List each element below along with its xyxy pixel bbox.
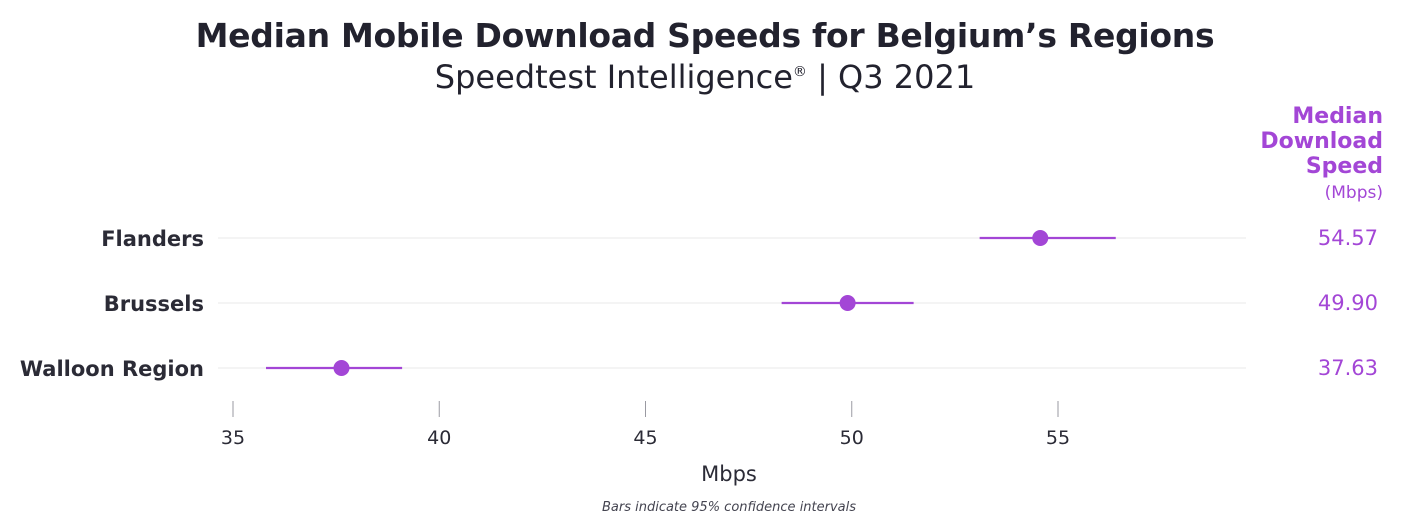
subtitle-text: Speedtest Intelligence (434, 58, 793, 96)
x-axis: 35 40 45 50 55 Mbps (221, 401, 1070, 486)
value-header-line: Speed (1306, 154, 1383, 179)
category-label: Brussels (104, 292, 204, 316)
gridlines (218, 237, 1246, 369)
x-tick-label: 40 (427, 427, 451, 449)
category-labels: Flanders Brussels Walloon Region (20, 227, 204, 381)
median-points (333, 230, 1049, 376)
value-header-line: Download (1260, 129, 1383, 154)
registered-mark: ® (792, 64, 807, 80)
median-dot (839, 295, 856, 311)
subtitle-period: | Q3 2021 (806, 58, 976, 96)
x-tick-label: 35 (221, 427, 245, 449)
x-tick-label: 50 (840, 427, 864, 449)
x-axis-title: Mbps (701, 462, 757, 486)
x-tick-label: 55 (1046, 427, 1070, 449)
x-tick-label: 45 (633, 427, 657, 449)
value-header-line: Median (1292, 104, 1383, 129)
value-labels: 54.57 49.90 37.63 (1318, 226, 1378, 380)
category-label: Flanders (101, 227, 204, 251)
value-header-line: (Mbps) (1325, 183, 1383, 203)
value-label: 37.63 (1318, 356, 1378, 380)
category-label: Walloon Region (20, 357, 204, 381)
median-dot (1032, 230, 1049, 246)
footnote: Bars indicate 95% confidence intervals (601, 500, 857, 515)
chart-subtitle: Speedtest Intelligence® | Q3 2021 (0, 58, 1410, 96)
value-label: 49.90 (1318, 291, 1378, 315)
chart-title: Median Mobile Download Speeds for Belgiu… (195, 16, 1215, 55)
median-dot (333, 360, 350, 376)
value-label: 54.57 (1318, 226, 1378, 250)
